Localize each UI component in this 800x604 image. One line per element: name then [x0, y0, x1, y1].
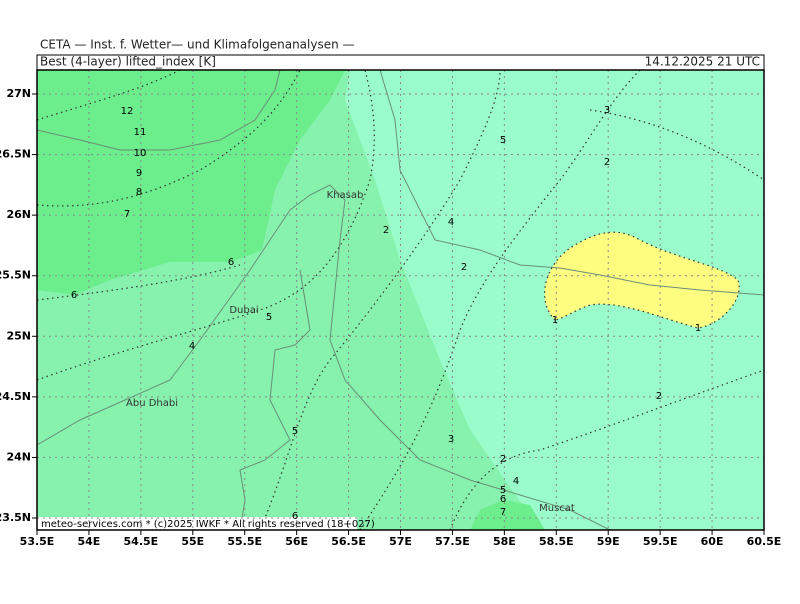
- contour-label: 4: [513, 476, 519, 487]
- x-tick-label: 58E: [493, 535, 516, 548]
- contour-label: 7: [124, 209, 130, 220]
- contour-label: 11: [134, 127, 147, 138]
- footer-box: [37, 517, 357, 530]
- footer: meteo-services.com * (c)2025 IWKF * All …: [41, 519, 375, 530]
- contour-label: 12: [121, 106, 134, 117]
- contour: [359, 70, 641, 530]
- contour-label: 2: [656, 391, 662, 402]
- contour-label: 2: [461, 262, 467, 273]
- contour: [37, 70, 301, 207]
- field-zone-high: [470, 500, 545, 530]
- x-tick-label: 57.5E: [435, 535, 470, 548]
- x-tick-label: 56E: [285, 535, 308, 548]
- coastline: [37, 184, 611, 530]
- contour-label: 6: [292, 511, 298, 522]
- x-tick-label: 59E: [597, 535, 620, 548]
- contour-label: 2: [604, 157, 610, 168]
- contour-label: 3: [604, 105, 610, 116]
- contour-label: 9: [136, 168, 142, 179]
- plot-frame: [36, 69, 765, 531]
- border: [239, 269, 311, 530]
- x-tick-label: 54E: [78, 535, 101, 548]
- city-label: Khasab: [327, 190, 364, 201]
- contour-label: 7: [500, 507, 506, 518]
- contour-label: 2: [383, 225, 389, 236]
- y-tick-label: 26.5N: [0, 148, 31, 161]
- x-tick-label: 53.5E: [20, 535, 55, 548]
- contour-label: 5: [292, 426, 298, 437]
- x-tick-label: 60E: [701, 535, 724, 548]
- x-tick-label: 54.5E: [124, 535, 159, 548]
- contour-label: 4: [448, 217, 454, 228]
- contour-label: 3: [448, 434, 454, 445]
- field-name: Best (4-layer) lifted_index [K]: [40, 55, 216, 69]
- y-tick-label: 24.5N: [0, 390, 31, 403]
- y-tick-label: 23.5N: [0, 511, 31, 524]
- city-label: Dubai: [229, 305, 258, 316]
- x-tick-label: 55E: [181, 535, 204, 548]
- contour-label: 6: [71, 290, 77, 301]
- contour: [589, 109, 764, 181]
- contour-label: 8: [136, 187, 142, 198]
- x-tick-label: 58.5E: [539, 535, 574, 548]
- x-tick-label: 57E: [389, 535, 412, 548]
- field-zone-high: [37, 70, 345, 295]
- contour-label: 10: [134, 148, 147, 159]
- contour-label: 4: [189, 341, 195, 352]
- coastline: [379, 70, 764, 296]
- x-tick-label: 55.5E: [227, 535, 262, 548]
- x-tick-label: 60.5E: [747, 535, 782, 548]
- contour-label: 6: [228, 257, 234, 268]
- y-tick-label: 24N: [6, 450, 31, 463]
- map-overlay: 53.5E 54E 54.5E 55E 55.5E 56E 56.5E 57E 57.5E 58E…: [0, 70, 781, 548]
- x-tick-label: 59.5E: [643, 535, 678, 548]
- y-tick-label: 25N: [6, 329, 31, 342]
- valid-time: 14.12.2025 21 UTC: [645, 55, 760, 69]
- contour-label: 1: [552, 315, 558, 326]
- y-tick-label: 25.5N: [0, 269, 31, 282]
- contour: [37, 264, 241, 301]
- city-label: Abu Dhabi: [126, 398, 178, 409]
- contour-label: 1: [695, 323, 701, 334]
- city-label: Muscat: [539, 503, 575, 514]
- contour-label: 5: [266, 312, 272, 323]
- contour: [37, 70, 181, 121]
- contour-label: 5: [500, 135, 506, 146]
- title: CETA — Inst. f. Wetter— und Klimafolgena…: [40, 38, 355, 52]
- coastline: [37, 70, 281, 151]
- contour-label: 2: [500, 454, 506, 465]
- contour-label: 5: [500, 485, 506, 496]
- y-tick-label: 27N: [6, 87, 31, 100]
- x-tick-label: 56.5E: [331, 535, 366, 548]
- y-tick-label: 26N: [6, 208, 31, 221]
- contour: [544, 231, 740, 329]
- contour: [37, 70, 375, 381]
- contour-label: 6: [500, 494, 506, 505]
